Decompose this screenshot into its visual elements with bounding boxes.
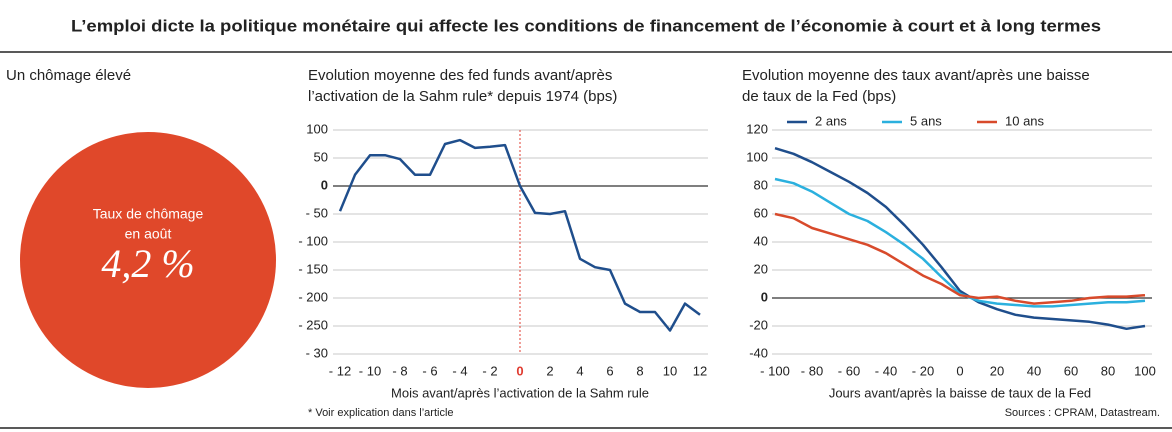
y-tick-label: 60 [754,205,768,220]
x-tick-label: 60 [1064,363,1078,378]
x-tick-label: - 4 [452,363,467,378]
circle-value: 4,2 % [101,241,194,286]
x-tick-label: - 2 [482,363,497,378]
y-tick-label: 80 [754,177,768,192]
x-tick-label: 8 [636,363,643,378]
x-tick-label: - 8 [392,363,407,378]
x-tick-label: - 6 [422,363,437,378]
highlight-circle [20,132,276,388]
chart-title: Evolution moyenne des taux avant/après u… [742,67,1090,84]
y-tick-label: -20 [749,317,768,332]
y-tick-label: -40 [749,345,768,360]
y-tick-label: 20 [754,261,768,276]
y-tick-label: - 50 [306,205,328,220]
legend-label: 10 ans [1005,113,1045,128]
y-tick-label: 120 [746,121,768,136]
y-tick-label: 0 [761,289,768,304]
x-tick-label: - 10 [359,363,381,378]
y-tick-label: - 30 [306,345,328,360]
y-tick-label: - 150 [298,261,328,276]
x-tick-label: 2 [546,363,553,378]
legend-label: 5 ans [910,113,942,128]
footnote: * Voir explication dans l’article [308,407,454,419]
x-tick-label: - 60 [838,363,860,378]
x-axis-label: Jours avant/après la baisse de taux de l… [829,385,1091,400]
y-tick-label: 40 [754,233,768,248]
y-tick-label: - 250 [298,317,328,332]
x-tick-label: 0 [516,363,523,378]
y-tick-label: - 100 [298,233,328,248]
x-tick-label: - 20 [912,363,934,378]
x-tick-label: 6 [606,363,613,378]
sources: Sources : CPRAM, Datastream. [1005,407,1160,419]
data-line [774,147,1146,331]
y-tick-label: 100 [746,149,768,164]
y-tick-label: 50 [314,149,328,164]
x-tick-label: - 40 [875,363,897,378]
x-tick-label: 20 [990,363,1004,378]
circle-label: Taux de chômage [93,206,204,222]
x-tick-label: - 100 [760,363,790,378]
data-line [774,212,1146,305]
y-tick-label: - 200 [298,289,328,304]
chart-title: l’activation de la Sahm rule* depuis 197… [308,88,617,105]
legend-label: 2 ans [815,113,847,128]
x-tick-label: - 80 [801,363,823,378]
x-tick-label: 12 [693,363,707,378]
circle-label: en août [125,226,172,242]
y-tick-label: 0 [321,177,328,192]
x-tick-label: 40 [1027,363,1041,378]
x-tick-label: 10 [663,363,677,378]
header-title: L’emploi dicte la politique monétaire qu… [71,16,1101,35]
data-line [338,138,701,332]
x-tick-label: 0 [956,363,963,378]
chart-title: de taux de la Fed (bps) [742,88,896,105]
x-tick-label: 80 [1101,363,1115,378]
y-tick-label: 100 [306,121,328,136]
panel-title: Un chômage élevé [6,67,131,84]
x-tick-label: 100 [1134,363,1156,378]
x-tick-label: - 12 [329,363,351,378]
x-axis-label: Mois avant/après l’activation de la Sahm… [391,385,649,400]
data-line [774,177,1146,308]
chart-title: Evolution moyenne des fed funds avant/ap… [308,67,612,84]
x-tick-label: 4 [576,363,583,378]
